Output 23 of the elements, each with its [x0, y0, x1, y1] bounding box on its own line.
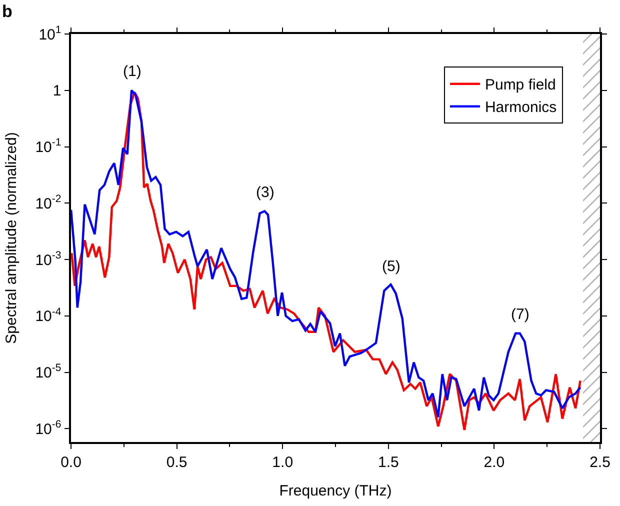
- annotation: (1): [123, 63, 142, 80]
- x-tick-label: 1.5: [378, 454, 399, 471]
- y-tick-label: 10$^{-6}$: [35, 418, 62, 438]
- legend-label: Harmonics: [484, 99, 557, 116]
- x-tick-label: 0.5: [166, 454, 188, 471]
- y-tick-label: 10$^{-1}$: [35, 136, 62, 156]
- y-tick-label: 10$^{1}$: [38, 24, 62, 44]
- y-tick-label: 10$^{-3}$: [35, 249, 62, 269]
- x-tick-label: 2.0: [484, 454, 505, 471]
- y-axis-title: Spectral amplitude (normalized): [2, 132, 20, 344]
- y-tick-label: 10$^{-2}$: [35, 193, 62, 212]
- text: b: [2, 2, 12, 21]
- y-tick-label: 10$^{-5}$: [35, 362, 62, 382]
- annotation: (3): [256, 184, 274, 201]
- x-tick-label: 2.5: [590, 454, 610, 471]
- x-axis-title: Frequency (THz): [279, 482, 392, 500]
- legend-label: Pump field: [484, 76, 556, 94]
- annotation: (5): [382, 258, 400, 275]
- y-tick-label: 1: [52, 82, 62, 100]
- x-tick-label: 1.0: [272, 454, 294, 471]
- x-tick-label: 0.0: [60, 454, 82, 471]
- annotation: (7): [511, 306, 530, 323]
- y-tick-label: 10$^{-4}$: [35, 306, 62, 326]
